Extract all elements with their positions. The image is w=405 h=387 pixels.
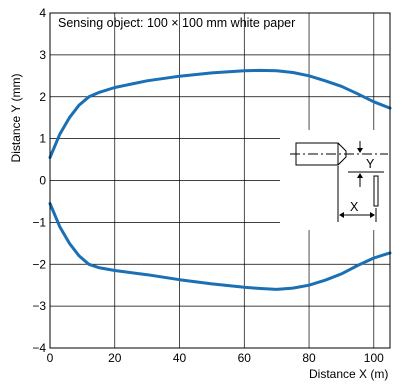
chart-annotation: Sensing object: 100 × 100 mm white paper	[58, 16, 295, 30]
x-tick-label: 20	[108, 351, 122, 365]
y-tick-label: −3	[32, 299, 46, 313]
y-tick-label: −2	[32, 257, 46, 271]
y-tick-label: −1	[32, 215, 46, 229]
y-arrowhead-down-icon	[357, 148, 363, 153]
x-tick-label: 100	[364, 351, 384, 365]
x-tick-label: 60	[238, 351, 252, 365]
y-tick-label: 0	[39, 174, 46, 188]
lower-boundary-line	[48, 202, 392, 291]
x-arrowhead-left-icon	[339, 212, 344, 218]
x-tick-label: 80	[302, 351, 316, 365]
upper-boundary-line	[48, 68, 392, 159]
plot-area	[48, 68, 392, 291]
y-tick-label: 4	[39, 6, 46, 20]
plot-frame	[49, 12, 391, 349]
sensing-object-icon	[373, 175, 379, 207]
x-arrowhead-right-icon	[370, 212, 375, 218]
inset-label-x: X	[350, 200, 359, 214]
y-axis-title: Distance Y (mm)	[9, 74, 23, 163]
y-arrowhead-up-icon	[357, 173, 363, 178]
y-tick-label: 3	[39, 48, 46, 62]
x-tick-label: 0	[47, 351, 54, 365]
y-tick-label: 1	[39, 132, 46, 146]
y-tick-label: −4	[32, 341, 46, 355]
inset-label-y: Y	[366, 157, 375, 171]
sensor-diagram: Y X	[280, 130, 390, 230]
x-axis-title: Distance X (m)	[309, 367, 388, 381]
x-tick-label: 40	[173, 351, 187, 365]
y-tick-label: 2	[39, 90, 46, 104]
tick-labels: 0 20 40 60 80 100 4 3 2 1 0 −1 −2 −3 −4	[32, 6, 384, 365]
